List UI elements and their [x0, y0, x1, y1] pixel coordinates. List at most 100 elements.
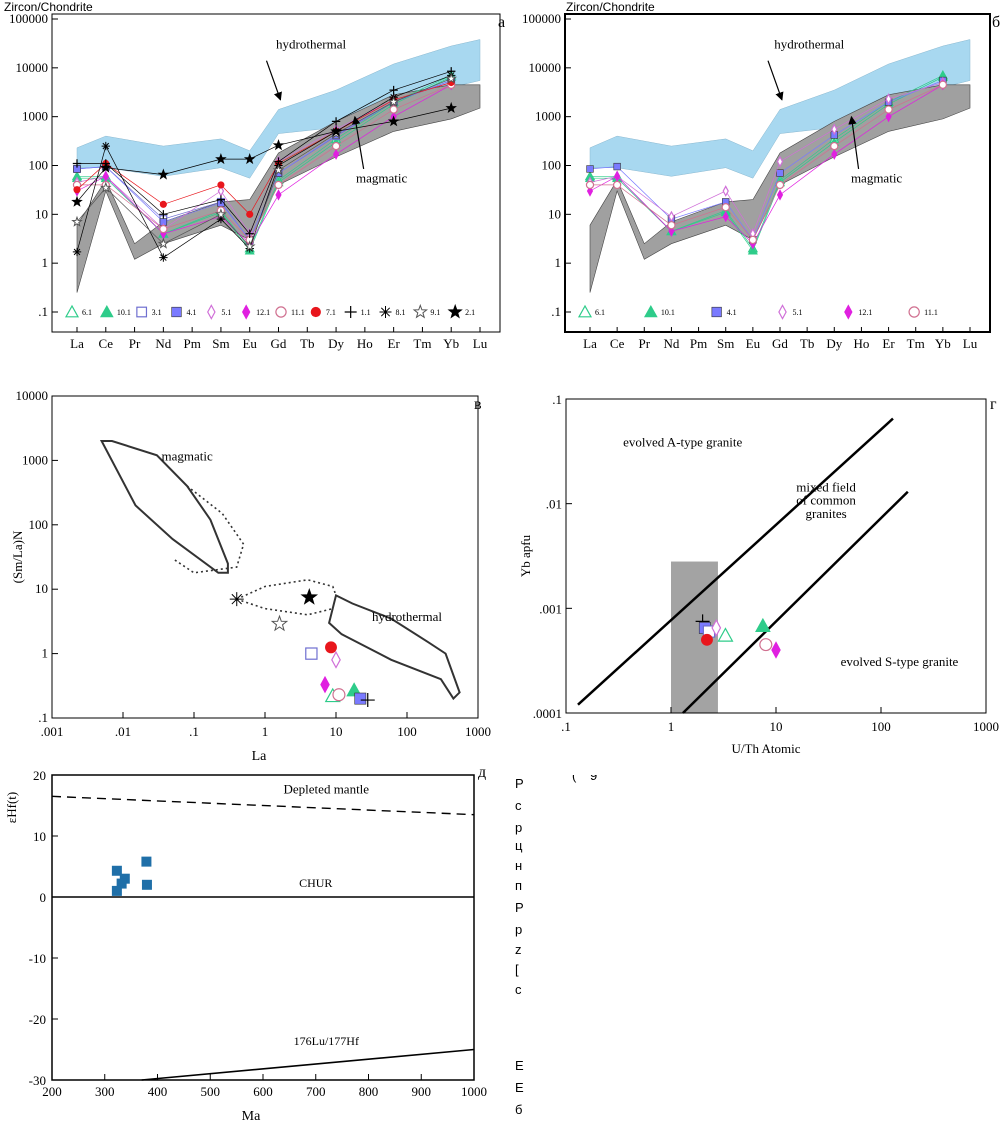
data-point — [216, 214, 226, 224]
data-point — [217, 181, 225, 189]
data-point — [722, 210, 729, 223]
x-axis-label: U/Th Atomic — [732, 741, 801, 756]
y-tick-label: 10 — [33, 829, 46, 844]
legend-label: 9.1 — [430, 308, 440, 317]
data-point — [320, 675, 330, 694]
depleted-mantle-line — [51, 795, 475, 816]
data-point — [305, 647, 318, 660]
data-point — [830, 141, 839, 151]
legend-marker — [908, 306, 920, 318]
data-point — [272, 164, 285, 176]
x-tick-label: Eu — [242, 336, 257, 351]
y-axis-label: εHf(t) — [4, 792, 19, 823]
y-tick-label: .001 — [539, 601, 562, 616]
annotation-mixed: of common — [796, 493, 856, 508]
x-tick-label: 900 — [412, 1084, 432, 1099]
data-point — [722, 185, 729, 197]
y-tick-label: 100000 — [522, 11, 561, 26]
data-point — [360, 693, 375, 708]
legend-label: 12.1 — [256, 308, 270, 317]
y-tick-label: .1 — [552, 392, 562, 407]
legend-label: 12.1 — [858, 308, 872, 317]
x-tick-label: Ho — [853, 336, 869, 351]
x-tick-label: .001 — [41, 724, 64, 739]
y-tick-label: .0001 — [533, 706, 562, 721]
legend-label: 10.1 — [117, 308, 131, 317]
y-axis-label: Yb apfu — [518, 534, 533, 577]
data-point — [885, 93, 892, 105]
x-tick-label: 10 — [770, 719, 783, 734]
x-tick-label: Er — [882, 336, 895, 351]
x-tick-label: Nd — [155, 336, 171, 351]
data-point — [748, 235, 758, 245]
data-point — [73, 186, 81, 194]
y-tick-label: 1 — [42, 255, 49, 270]
data-point — [71, 195, 83, 207]
annotation-magmatic: magmatic — [356, 170, 407, 185]
hydrothermal-field — [327, 593, 461, 701]
data-point — [701, 633, 713, 646]
legend-label: 8.1 — [396, 308, 406, 317]
data-point — [215, 153, 227, 165]
y-tick-label: 10000 — [529, 60, 562, 75]
y-tick-label: 10 — [35, 206, 48, 221]
annotation-chur: CHUR — [299, 876, 332, 890]
caption-line: б — [515, 1102, 523, 1117]
legend-marker — [207, 304, 216, 320]
caption-line: Р — [515, 900, 524, 915]
hf-data-point — [116, 878, 127, 889]
y-axis-label: (Sm/La)N — [10, 530, 25, 583]
data-point — [354, 692, 367, 705]
legend-label: 6.1 — [595, 308, 605, 317]
x-tick-label: .1 — [561, 719, 571, 734]
hydrothermal-field — [589, 39, 971, 179]
x-tick-label: Sm — [717, 336, 734, 351]
x-tick-label: Pm — [690, 336, 707, 351]
annotation-hydrothermal: hydrothermal — [372, 609, 442, 624]
data-point — [332, 688, 346, 702]
data-point — [229, 592, 244, 607]
hydrothermal-field — [76, 39, 481, 179]
data-point — [387, 95, 400, 107]
legend-marker — [171, 306, 182, 318]
x-tick-label: Pr — [129, 336, 141, 351]
legend-marker — [275, 306, 287, 318]
x-tick-label: 600 — [253, 1084, 273, 1099]
annotation-magmatic: magmatic — [161, 448, 212, 463]
x-tick-label: Ho — [357, 336, 373, 351]
y-tick-label: 10000 — [16, 60, 49, 75]
plot-frame — [564, 13, 991, 333]
data-point — [445, 101, 457, 113]
legend-label: 11.1 — [924, 308, 938, 317]
legend-marker — [64, 304, 80, 318]
data-point — [331, 117, 341, 126]
y-tick-label: 100000 — [9, 11, 48, 26]
x-tick-label: Dy — [328, 336, 344, 351]
x-tick-label: .01 — [115, 724, 131, 739]
x-tick-label: 100 — [397, 724, 417, 739]
data-point — [270, 614, 289, 632]
data-point — [387, 115, 400, 127]
x-tick-label: 300 — [95, 1084, 115, 1099]
caption-line: р — [515, 820, 523, 835]
data-point — [884, 105, 893, 114]
x-tick-label: 1000 — [465, 724, 491, 739]
caption-line: р — [515, 922, 523, 937]
data-point — [711, 618, 722, 637]
y-tick-label: 10 — [548, 206, 561, 221]
caption-line: ц — [515, 838, 523, 853]
caption-fragment: 9 — [590, 775, 598, 783]
x-tick-label: Tb — [300, 336, 314, 351]
x-tick-label: 700 — [306, 1084, 326, 1099]
x-tick-label: Yb — [935, 336, 951, 351]
panel-b-ylabel: Zircon/Chondrite — [566, 0, 655, 14]
x-axis-label: La — [252, 749, 268, 764]
data-point — [885, 111, 892, 123]
x-tick-label: Pr — [639, 336, 651, 351]
data-point — [831, 123, 838, 136]
annotation-a-type: evolved A-type granite — [623, 435, 742, 450]
x-tick-label: Tb — [800, 336, 814, 351]
panel-letter-v: в — [474, 396, 482, 413]
x-tick-label: La — [583, 336, 597, 351]
y-tick-label: 100 — [29, 158, 49, 173]
